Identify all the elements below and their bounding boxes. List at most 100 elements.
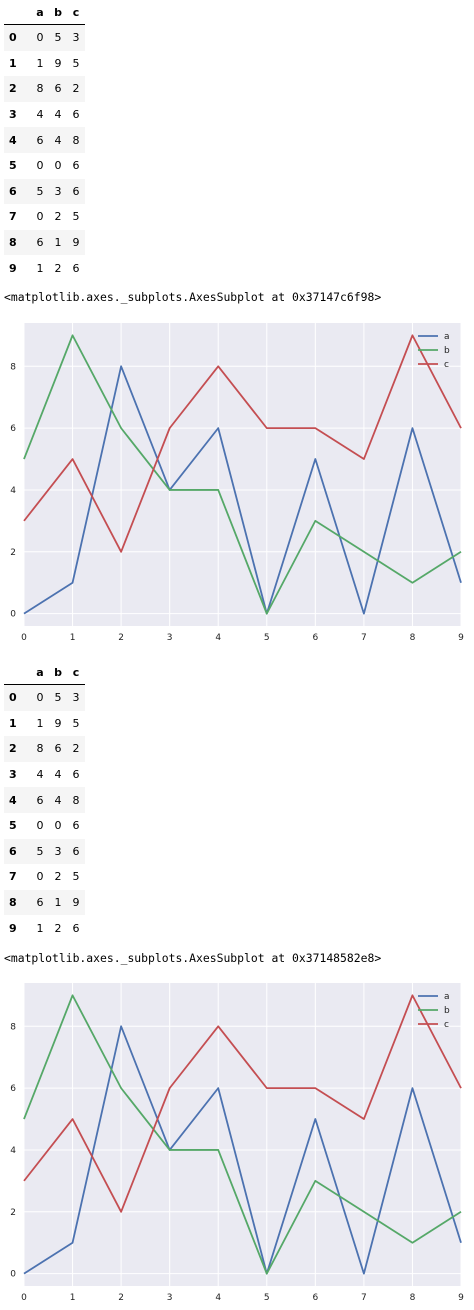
table-cell: 6 [72,159,80,173]
table-cell: 3 [54,844,62,858]
x-tick-label: 3 [167,1293,173,1303]
table-header-row: a b c [4,0,85,25]
column-header: a [31,0,49,25]
table-cell: 6 [54,742,62,756]
table-cell: 6 [36,236,44,250]
table-cell: 3 [72,31,80,45]
series-line-c [23,994,462,1213]
axes-repr-text: <matplotlib.axes._subplots.AxesSubplot a… [4,290,382,304]
y-tick-label: 8 [10,362,16,372]
row-index: 0 [9,691,17,705]
table-cell: 1 [54,896,62,910]
table-cell: 1 [36,716,44,730]
row-index: 6 [9,184,17,198]
y-tick-label: 6 [10,1084,16,1094]
column-header: b [49,660,67,685]
table-cell: 6 [72,768,80,782]
table-cell: 6 [72,108,80,122]
x-tick-label: 7 [361,633,367,643]
y-tick-label: 8 [10,1022,16,1032]
table-cell: 6 [36,133,44,147]
table-cell: 5 [54,31,62,45]
x-tick-label: 0 [21,633,27,643]
table-cell: 5 [72,210,80,224]
x-tick-label: 6 [312,633,318,643]
x-tick-label: 9 [458,633,464,643]
table-cell: 4 [54,793,62,807]
x-tick-label: 1 [70,633,76,643]
y-tick-label: 0 [10,610,16,620]
x-tick-label: 2 [118,1293,124,1303]
table-cell: 1 [54,236,62,250]
table-cell: 3 [54,184,62,198]
x-tick-label: 2 [118,633,124,643]
legend-label: b [444,1006,450,1016]
x-tick-label: 4 [215,633,221,643]
line-chart-2: 0 1 2 3 4 5 6 7 8 9 0 2 4 6 8 abc [10,983,464,1303]
table-cell: 8 [72,793,80,807]
row-index: 1 [9,56,17,70]
table-cell: 0 [36,31,44,45]
table-cell: 6 [72,184,80,198]
legend-label: c [444,1020,449,1030]
table-cell: 5 [72,870,80,884]
legend-label: a [444,332,450,342]
x-tick-label: 9 [458,1293,464,1303]
index-header [4,0,31,25]
x-tick-label: 5 [264,633,270,643]
legend-label: b [444,346,450,356]
row-index: 4 [9,793,17,807]
y-tick-label: 2 [10,548,16,558]
table-cell: 0 [36,210,44,224]
table-header-row: a b c [4,660,85,685]
row-index: 4 [9,133,17,147]
row-index: 9 [9,921,17,935]
y-tick-label: 6 [10,424,16,434]
table-cell: 0 [36,159,44,173]
table-cell: 8 [36,742,44,756]
row-index: 2 [9,82,17,96]
axes-repr-text: <matplotlib.axes._subplots.AxesSubplot a… [4,951,382,965]
table-cell: 2 [72,82,80,96]
table-cell: 4 [36,768,44,782]
column-header: c [67,0,85,25]
x-tick-label: 5 [264,1293,270,1303]
table-cell: 4 [54,108,62,122]
table-cell: 2 [54,210,62,224]
table-cell: 5 [36,844,44,858]
y-tick-label: 4 [10,1146,16,1156]
x-tick-label: 1 [70,1293,76,1303]
x-tick-label: 8 [410,1293,416,1303]
table-cell: 8 [72,133,80,147]
table-cell: 5 [36,184,44,198]
series-line-b [23,334,462,615]
table-cell: 5 [72,716,80,730]
row-index: 8 [9,236,17,250]
table-cell: 6 [36,896,44,910]
y-tick-label: 4 [10,486,16,496]
table-cell: 6 [54,82,62,96]
series-line-a [23,1025,462,1275]
table-cell: 9 [72,236,80,250]
row-index: 8 [9,896,17,910]
row-index: 5 [9,159,17,173]
row-index: 5 [9,819,17,833]
table-cell: 2 [54,921,62,935]
row-index: 3 [9,768,17,782]
column-header: c [67,660,85,685]
x-tick-label: 7 [361,1293,367,1303]
table-cell: 6 [72,819,80,833]
table-cell: 4 [54,768,62,782]
row-index: 7 [9,210,17,224]
